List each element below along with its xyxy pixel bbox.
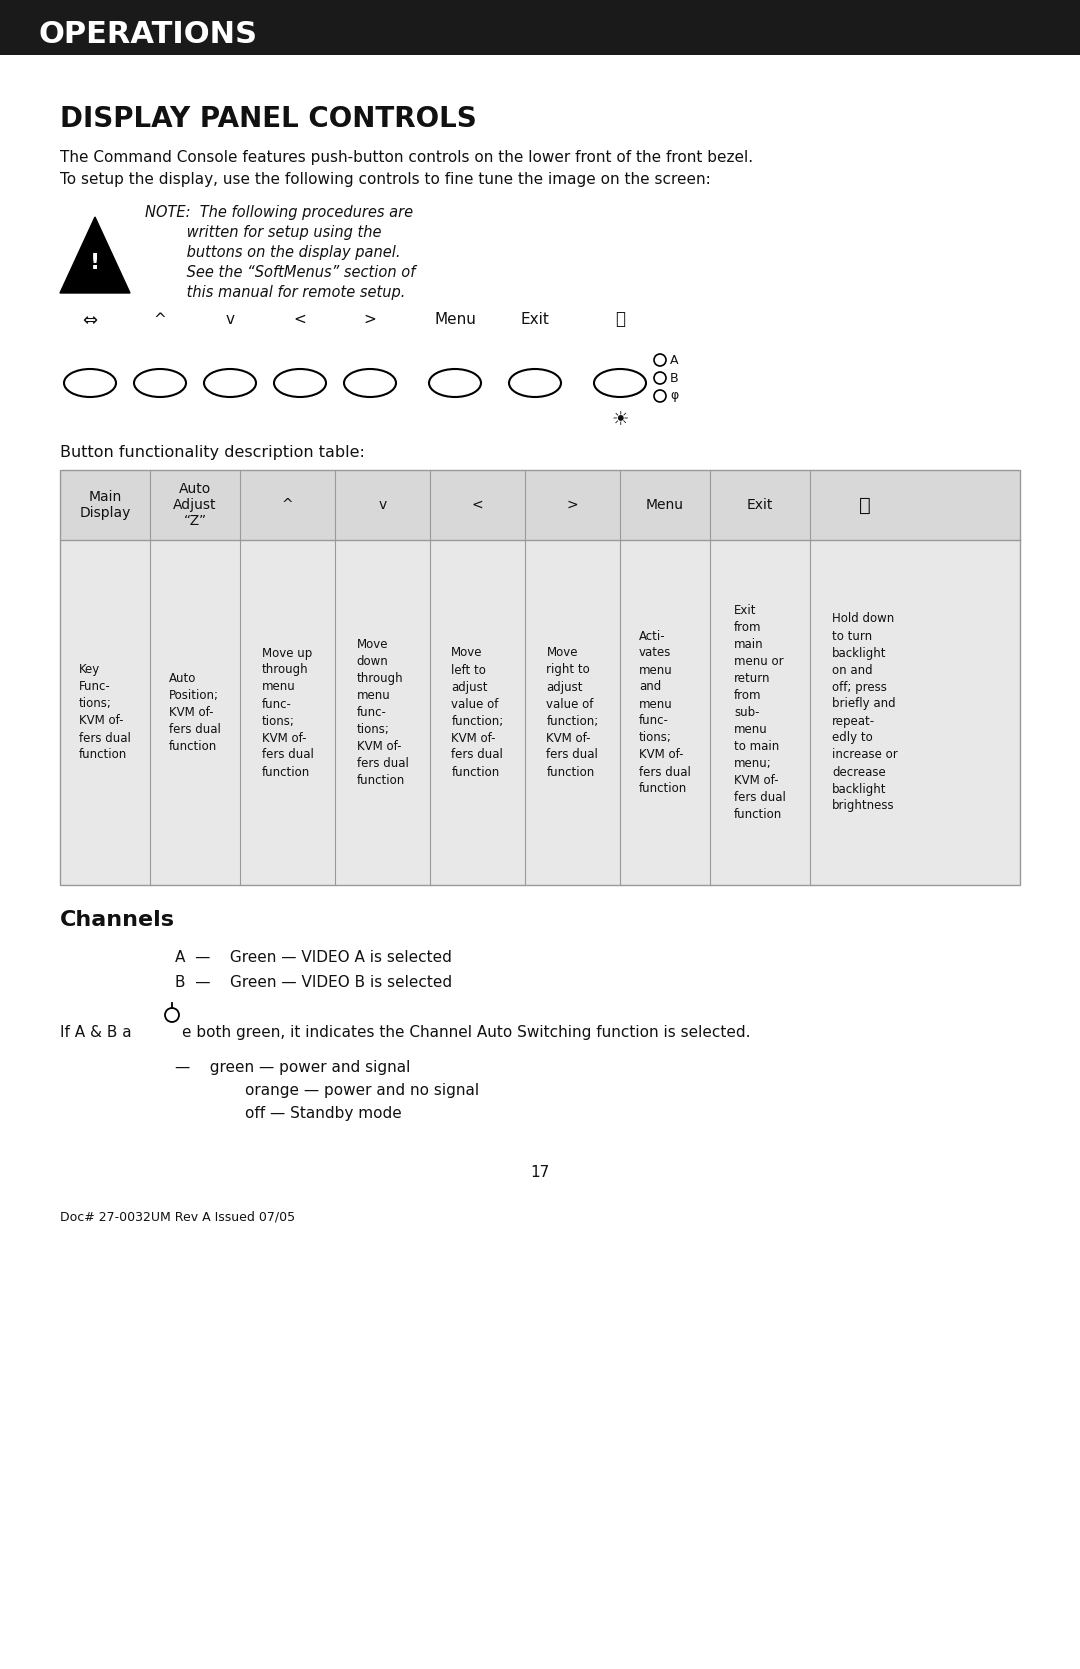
Text: Exit: Exit bbox=[521, 312, 550, 327]
Text: >: > bbox=[364, 312, 376, 327]
Text: OPERATIONS: OPERATIONS bbox=[38, 20, 257, 48]
Text: Exit: Exit bbox=[746, 497, 773, 512]
Text: written for setup using the: written for setup using the bbox=[145, 225, 381, 240]
Text: If A & B a: If A & B a bbox=[60, 1025, 132, 1040]
Text: <: < bbox=[294, 312, 307, 327]
Ellipse shape bbox=[654, 372, 666, 384]
Text: The Command Console features push-button controls on the lower front of the fron: The Command Console features push-button… bbox=[60, 150, 753, 165]
Text: v: v bbox=[378, 497, 387, 512]
Ellipse shape bbox=[594, 369, 646, 397]
Text: Button functionality description table:: Button functionality description table: bbox=[60, 446, 365, 461]
Ellipse shape bbox=[64, 369, 116, 397]
Text: Key
Func-
tions;
KVM of-
fers dual
function: Key Func- tions; KVM of- fers dual funct… bbox=[79, 664, 131, 761]
Text: Hold down
to turn
backlight
on and
off; press
briefly and
repeat-
edly to
increa: Hold down to turn backlight on and off; … bbox=[832, 613, 897, 813]
Ellipse shape bbox=[165, 1008, 179, 1021]
Text: B: B bbox=[670, 372, 678, 384]
Text: ☀: ☀ bbox=[611, 411, 629, 429]
Text: A: A bbox=[670, 354, 678, 367]
Text: Move
left to
adjust
value of
function;
KVM of-
fers dual
function: Move left to adjust value of function; K… bbox=[451, 646, 503, 778]
Text: ⇔: ⇔ bbox=[82, 312, 97, 330]
Text: e both green, it indicates the Channel Auto Switching function is selected.: e both green, it indicates the Channel A… bbox=[183, 1025, 751, 1040]
Text: A  —    Green — VIDEO A is selected: A — Green — VIDEO A is selected bbox=[175, 950, 451, 965]
Ellipse shape bbox=[509, 369, 561, 397]
Ellipse shape bbox=[345, 369, 396, 397]
Text: this manual for remote setup.: this manual for remote setup. bbox=[145, 285, 405, 300]
Text: buttons on the display panel.: buttons on the display panel. bbox=[145, 245, 401, 260]
Text: off — Standby mode: off — Standby mode bbox=[245, 1107, 402, 1122]
Ellipse shape bbox=[429, 369, 481, 397]
Ellipse shape bbox=[274, 369, 326, 397]
Text: Move
down
through
menu
func-
tions;
KVM of-
fers dual
function: Move down through menu func- tions; KVM … bbox=[356, 638, 408, 788]
Text: Auto
Position;
KVM of-
fers dual
function: Auto Position; KVM of- fers dual functio… bbox=[170, 673, 221, 753]
Ellipse shape bbox=[654, 391, 666, 402]
Text: NOTE:  The following procedures are: NOTE: The following procedures are bbox=[145, 205, 414, 220]
Text: orange — power and no signal: orange — power and no signal bbox=[245, 1083, 480, 1098]
Text: ^: ^ bbox=[282, 497, 294, 512]
Text: Move
right to
adjust
value of
function;
KVM of-
fers dual
function: Move right to adjust value of function; … bbox=[546, 646, 598, 778]
FancyBboxPatch shape bbox=[60, 471, 1020, 541]
Text: B  —    Green — VIDEO B is selected: B — Green — VIDEO B is selected bbox=[175, 975, 453, 990]
Text: —    green — power and signal: — green — power and signal bbox=[175, 1060, 410, 1075]
Polygon shape bbox=[60, 217, 130, 294]
Text: !: ! bbox=[90, 254, 100, 274]
Text: Exit
from
main
menu or
return
from
sub-
menu
to main
menu;
KVM of-
fers dual
fun: Exit from main menu or return from sub- … bbox=[734, 604, 786, 821]
Text: Move up
through
menu
func-
tions;
KVM of-
fers dual
function: Move up through menu func- tions; KVM of… bbox=[261, 646, 313, 778]
Text: ⏻: ⏻ bbox=[859, 496, 870, 514]
Text: ⏻: ⏻ bbox=[615, 310, 625, 329]
Text: v: v bbox=[226, 312, 234, 327]
Text: Auto
Adjust
“Z”: Auto Adjust “Z” bbox=[173, 482, 217, 527]
Text: See the “SoftMenus” section of: See the “SoftMenus” section of bbox=[145, 265, 416, 280]
Text: Channels: Channels bbox=[60, 910, 175, 930]
Text: Main
Display: Main Display bbox=[79, 491, 131, 521]
Text: Doc# 27-0032UM Rev A Issued 07/05: Doc# 27-0032UM Rev A Issued 07/05 bbox=[60, 1210, 295, 1223]
Text: >: > bbox=[567, 497, 578, 512]
Ellipse shape bbox=[654, 354, 666, 366]
Text: Menu: Menu bbox=[434, 312, 476, 327]
Ellipse shape bbox=[134, 369, 186, 397]
Text: Menu: Menu bbox=[646, 497, 684, 512]
FancyBboxPatch shape bbox=[60, 541, 1020, 885]
Text: <: < bbox=[472, 497, 484, 512]
FancyBboxPatch shape bbox=[0, 0, 1080, 55]
Text: 17: 17 bbox=[530, 1165, 550, 1180]
Ellipse shape bbox=[204, 369, 256, 397]
Text: ^: ^ bbox=[153, 312, 166, 327]
Text: DISPLAY PANEL CONTROLS: DISPLAY PANEL CONTROLS bbox=[60, 105, 476, 134]
Text: To setup the display, use the following controls to fine tune the image on the s: To setup the display, use the following … bbox=[60, 172, 711, 187]
Text: φ: φ bbox=[670, 389, 678, 402]
Text: Acti-
vates
menu
and
menu
func-
tions;
KVM of-
fers dual
function: Acti- vates menu and menu func- tions; K… bbox=[639, 629, 691, 796]
